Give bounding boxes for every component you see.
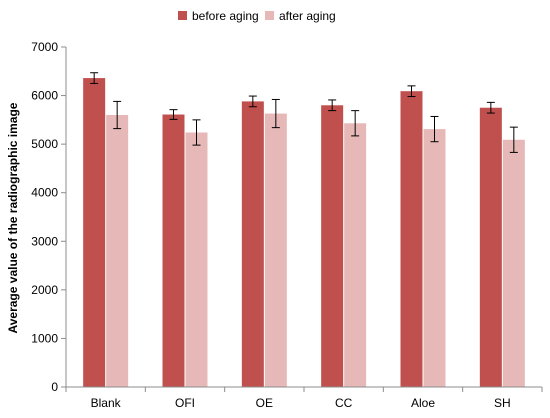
x-tick-label: CC [335, 396, 353, 410]
bar [162, 114, 185, 387]
y-tick-label: 1000 [31, 331, 58, 345]
bar [400, 91, 423, 387]
bar [423, 129, 446, 388]
x-tick-label: Aloe [411, 396, 435, 410]
bar [321, 105, 344, 388]
y-axis: 0 1000 2000 3000 4000 5000 6000 7000 [31, 40, 66, 394]
bar [264, 113, 287, 388]
legend-label: after aging [279, 9, 336, 23]
x-tick-label: SH [494, 396, 511, 410]
legend-swatch [178, 11, 187, 20]
y-tick-label: 5000 [31, 137, 58, 151]
bar [479, 107, 502, 387]
y-tick-label: 4000 [31, 186, 58, 200]
legend-label: before aging [192, 9, 259, 23]
bar [502, 139, 525, 387]
x-tick-label: OFI [175, 396, 195, 410]
bar [241, 101, 264, 388]
y-tick-label: 2000 [31, 283, 58, 297]
bar [83, 78, 106, 387]
legend: before aging after aging [178, 9, 336, 23]
x-tick-label: OE [256, 396, 273, 410]
y-axis-title: Average value of the radiographic image [6, 102, 20, 333]
bar [344, 123, 367, 387]
error-bars [90, 72, 518, 153]
y-tick-label: 7000 [31, 40, 58, 54]
y-tick-label: 6000 [31, 89, 58, 103]
x-tick-label: Blank [91, 396, 122, 410]
y-tick-label: 3000 [31, 234, 58, 248]
bar [185, 132, 208, 387]
x-axis: Blank OFI OE CC Aloe SH [65, 387, 543, 410]
bar [106, 115, 129, 387]
legend-swatch [265, 11, 274, 20]
y-tick-label: 0 [51, 380, 58, 394]
bars [83, 78, 525, 388]
